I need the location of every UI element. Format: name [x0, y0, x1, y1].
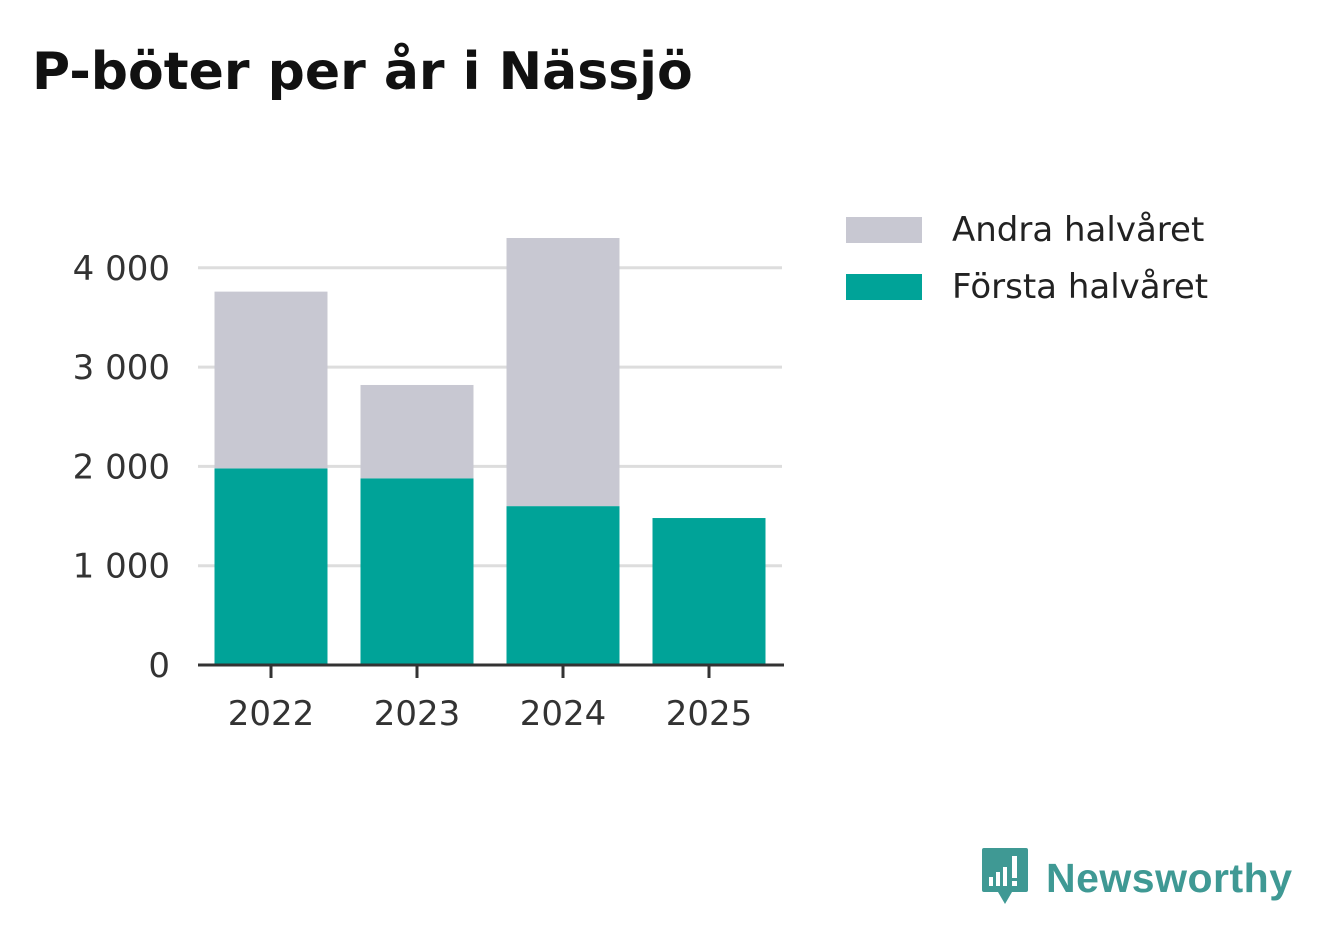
x-tick-label: 2025	[666, 694, 753, 734]
y-tick-label: 2 000	[73, 447, 170, 487]
x-tick-label: 2022	[228, 694, 315, 734]
bar-2022-andra	[214, 291, 328, 469]
legend-item-forsta-halvaret: Första halvåret	[846, 267, 1208, 307]
bar-2022-forsta	[214, 468, 328, 665]
legend-label-andra-halvaret: Andra halvåret	[952, 210, 1205, 250]
axes: 0 1 000 2 000 3 000 4 000 2022 2023 2024 2025	[73, 249, 784, 734]
bar-2024-forsta	[506, 506, 620, 665]
y-tick-label: 0	[148, 646, 170, 686]
newsworthy-logo-icon	[982, 848, 1028, 904]
chart-title: P-böter per år i Nässjö	[32, 42, 693, 102]
bar-2024-andra	[506, 238, 620, 507]
legend-item-andra-halvaret: Andra halvåret	[846, 210, 1208, 250]
bar-2023-forsta	[360, 478, 474, 665]
y-tick-label: 4 000	[73, 249, 170, 289]
y-tick-label: 1 000	[73, 547, 170, 587]
y-tick-label: 3 000	[73, 348, 170, 388]
legend: Andra halvåret Första halvåret	[846, 210, 1208, 324]
x-tick-label: 2024	[520, 694, 607, 734]
bar-2025-forsta	[652, 518, 766, 665]
brand-logo: Newsworthy	[980, 846, 1293, 910]
bars	[214, 238, 766, 665]
x-tick-label: 2023	[374, 694, 461, 734]
brand-name: Newsworthy	[1046, 854, 1293, 901]
legend-label-forsta-halvaret: Första halvåret	[952, 267, 1209, 307]
legend-swatch-andra-halvaret	[846, 217, 922, 243]
bar-2023-andra	[360, 384, 474, 479]
legend-swatch-forsta-halvaret	[846, 274, 922, 300]
